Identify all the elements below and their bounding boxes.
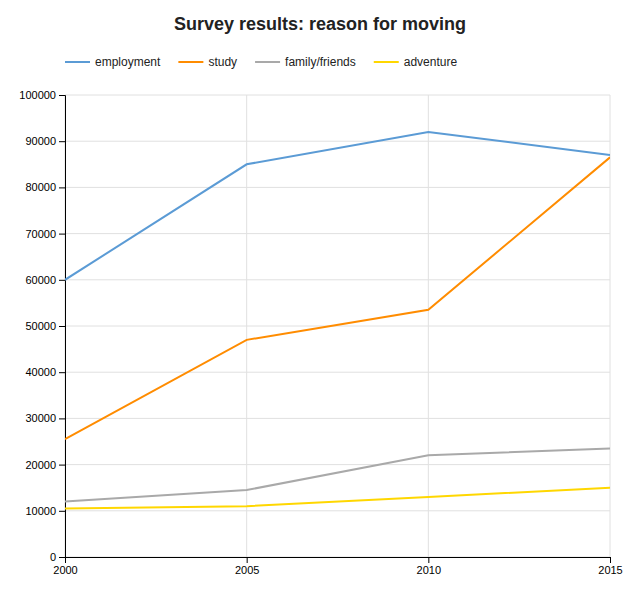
legend-label: employment xyxy=(95,55,161,69)
tick-mark xyxy=(59,280,65,281)
legend-swatch xyxy=(65,61,90,63)
grid-line-y xyxy=(65,418,610,419)
tick: 80000 xyxy=(25,181,65,193)
title: Survey results: reason for moving xyxy=(174,14,466,34)
tick-label: 0 xyxy=(50,551,56,563)
grid-line-y xyxy=(65,187,610,188)
tick-mark xyxy=(247,557,248,563)
tick-label: 2005 xyxy=(235,564,259,576)
grid-line-y xyxy=(65,279,610,280)
tick: 40000 xyxy=(25,366,65,378)
tick: 0 xyxy=(50,551,65,563)
grid-line-y xyxy=(65,510,610,511)
tick-label: 2000 xyxy=(53,564,77,576)
grid-line-x xyxy=(428,95,429,557)
legend-label: adventure xyxy=(404,55,458,69)
legend-item: family/friends xyxy=(255,55,356,69)
grid-line-y xyxy=(65,233,610,234)
y-axis: 0 10000 20000 30000 40000 50000 60000 70000 8000… xyxy=(19,89,65,563)
tick-label: 40000 xyxy=(25,366,56,378)
legend-swatch xyxy=(255,61,280,63)
tick: 10000 xyxy=(25,505,65,517)
tick-mark xyxy=(428,557,429,563)
tick-mark xyxy=(59,234,65,235)
grid-line-y xyxy=(65,141,610,142)
legend-label: family/friends xyxy=(285,55,356,69)
series-line xyxy=(65,448,610,501)
legend: employment study family/friends adventure xyxy=(65,55,457,69)
tick: 2015 xyxy=(598,557,622,576)
series-line xyxy=(65,157,610,439)
tick-mark xyxy=(59,95,65,96)
tick-mark xyxy=(59,187,65,188)
grid xyxy=(65,95,610,557)
legend-item: study xyxy=(178,55,237,69)
series-line xyxy=(65,132,610,280)
tick-mark xyxy=(59,326,65,327)
tick-label: 2010 xyxy=(417,564,441,576)
legend-swatch xyxy=(178,61,203,63)
tick-label: 20000 xyxy=(25,459,56,471)
tick-label: 90000 xyxy=(25,135,56,147)
tick-mark xyxy=(59,372,65,373)
axis-line xyxy=(66,558,611,564)
grid-line-y xyxy=(65,372,610,373)
grid-line-y xyxy=(65,95,610,96)
axis-line xyxy=(59,96,66,558)
x-axis: 2000 2005 2010 2015 xyxy=(53,557,622,576)
series-line xyxy=(65,488,610,509)
tick-mark xyxy=(59,418,65,419)
tick-mark xyxy=(610,557,611,563)
tick: 60000 xyxy=(25,274,65,286)
plot-area xyxy=(65,132,610,509)
tick-label: 60000 xyxy=(25,274,56,286)
grid-line-y xyxy=(65,464,610,465)
tick-mark xyxy=(59,465,65,466)
legend-item: employment xyxy=(65,55,161,69)
tick-label: 50000 xyxy=(25,320,56,332)
tick-label: 100000 xyxy=(19,89,56,101)
legend-item: adventure xyxy=(374,55,458,69)
tick: 100000 xyxy=(19,89,65,101)
tick: 30000 xyxy=(25,412,65,424)
tick: 2010 xyxy=(417,557,441,576)
tick: 50000 xyxy=(25,320,65,332)
tick-label: 70000 xyxy=(25,228,56,240)
chart-container: 2000 2005 2010 2015 0 10000 20000 30000 40000 500… xyxy=(0,0,640,597)
tick-label: 10000 xyxy=(25,505,56,517)
tick: 20000 xyxy=(25,459,65,471)
tick: 90000 xyxy=(25,135,65,147)
tick-label: 30000 xyxy=(25,412,56,424)
tick-label: 2015 xyxy=(598,564,622,576)
tick: 70000 xyxy=(25,228,65,240)
chart-svg: 2000 2005 2010 2015 0 10000 20000 30000 40000 500… xyxy=(0,0,640,597)
tick: 2005 xyxy=(235,557,259,576)
tick-mark xyxy=(59,511,65,512)
tick-mark xyxy=(59,557,65,558)
tick: 2000 xyxy=(53,557,77,576)
legend-label: study xyxy=(208,55,237,69)
tick-label: 80000 xyxy=(25,181,56,193)
legend-swatch xyxy=(374,61,399,63)
tick-mark xyxy=(59,141,65,142)
